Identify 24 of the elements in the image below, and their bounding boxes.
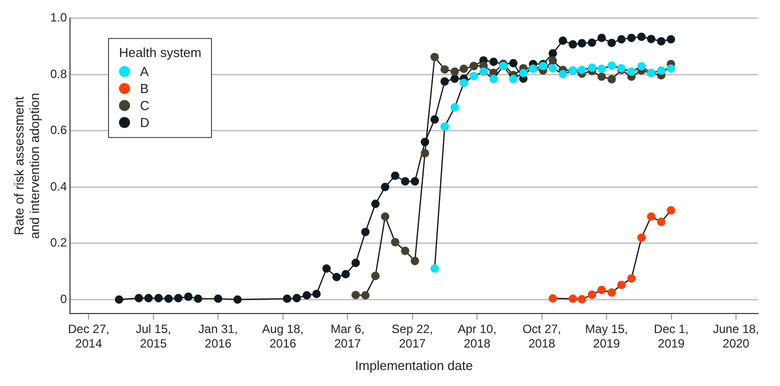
y-tick-label: 1.0 bbox=[50, 10, 68, 25]
y-tick-label: 0.6 bbox=[50, 123, 68, 138]
x-tick-label: Apr 10, 2018 bbox=[458, 322, 496, 351]
y-tick-label: 0 bbox=[60, 292, 68, 306]
x-tick-label: Mar 6, 2017 bbox=[330, 322, 365, 351]
x-axis-title: Implementation date bbox=[355, 358, 473, 373]
legend-label: B bbox=[140, 81, 149, 96]
legend-label: A bbox=[140, 64, 149, 79]
y-tick-label: 0.8 bbox=[50, 66, 68, 81]
legend-label: C bbox=[140, 98, 150, 113]
y-axis-title: Rate of risk assessment and intervention adoption bbox=[11, 92, 42, 239]
x-tick-label: Sep 22, 2017 bbox=[392, 322, 434, 351]
x-tick-label: Oct 27, 2018 bbox=[522, 322, 562, 351]
legend-label: D bbox=[140, 115, 150, 130]
x-tick-label: Dec 1, 2019 bbox=[654, 322, 689, 351]
legend-title: Health system bbox=[119, 45, 202, 60]
x-tick-label: Jul 15, 2015 bbox=[136, 322, 172, 351]
x-tick-label: May 15, 2019 bbox=[585, 322, 628, 351]
y-tick-label: 0.2 bbox=[50, 236, 68, 250]
x-tick-label: Jan 31, 2016 bbox=[198, 322, 238, 351]
x-tick-label: Aug 18, 2016 bbox=[262, 322, 304, 351]
y-tick-label: 0.4 bbox=[50, 179, 68, 194]
x-tick-label: Dec 27, 2014 bbox=[68, 322, 110, 351]
x-tick-label: June 18, 2020 bbox=[712, 322, 760, 351]
